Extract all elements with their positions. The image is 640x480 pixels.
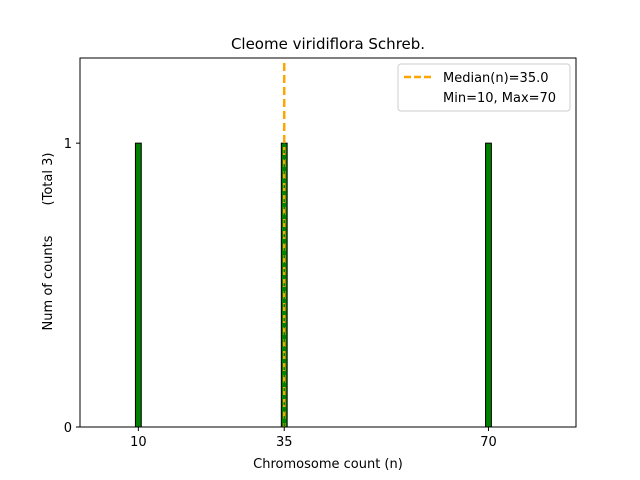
y-tick-label: 0 bbox=[64, 421, 72, 436]
bar bbox=[134, 142, 142, 428]
bar bbox=[485, 142, 492, 428]
chart-title: Cleome viridiflora Schreb. bbox=[231, 35, 425, 53]
y-axis-total-label: (Total 3) bbox=[41, 153, 56, 206]
legend-frame bbox=[397, 63, 571, 112]
x-tick-label: 70 bbox=[480, 435, 497, 450]
x-tick-label: 35 bbox=[276, 435, 293, 450]
x-ticks: 10 35 70 bbox=[130, 427, 497, 450]
plot-frame bbox=[79, 57, 577, 428]
y-axis-label: Num of counts bbox=[41, 235, 56, 330]
legend: Median(n)=35.0 Min=10, Max=70 bbox=[397, 63, 571, 112]
legend-range-label: Min=10, Max=70 bbox=[443, 91, 556, 106]
y-ticks: 01 bbox=[64, 137, 80, 436]
legend-median-label: Median(n)=35.0 bbox=[443, 71, 549, 86]
x-axis-label: Chromosome count (n) bbox=[253, 457, 403, 472]
y-tick-label: 1 bbox=[64, 137, 72, 152]
bars-group bbox=[134, 142, 492, 428]
x-tick-label: 10 bbox=[130, 435, 147, 450]
